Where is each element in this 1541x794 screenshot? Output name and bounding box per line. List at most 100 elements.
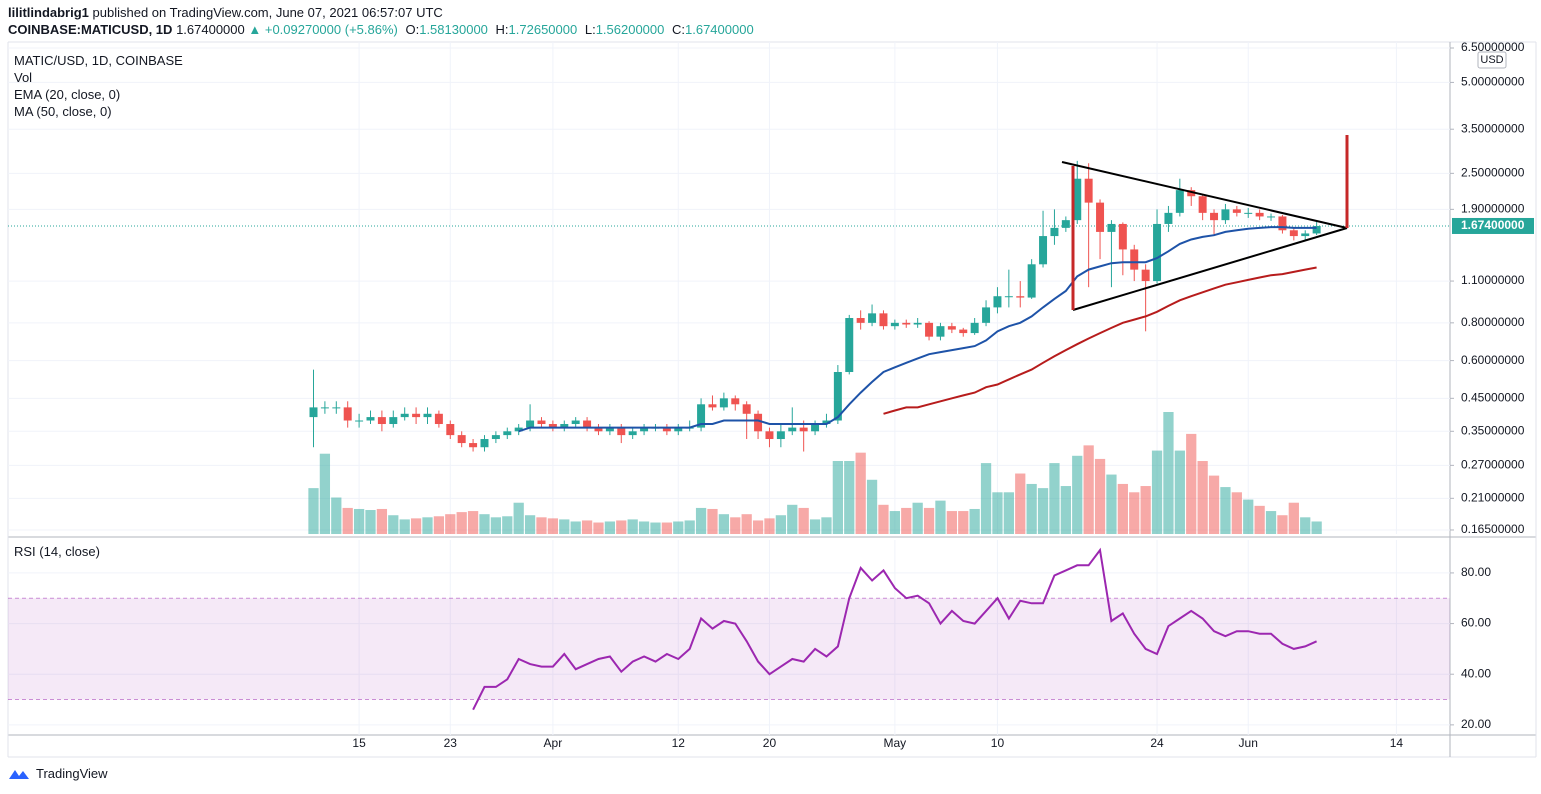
- candle-body: [1255, 212, 1264, 217]
- c-value: 1.67400000: [685, 22, 754, 37]
- volume-bar: [616, 520, 627, 534]
- candle-body: [400, 413, 409, 418]
- volume-bar: [524, 515, 536, 534]
- x-tick-label: 12: [672, 736, 686, 750]
- candle-body: [457, 435, 466, 444]
- volume-bar: [376, 508, 388, 534]
- volume-bar: [388, 515, 399, 534]
- symbol: COINBASE:MATICUSD, 1D: [8, 22, 173, 37]
- x-tick-label: Apr: [544, 736, 563, 750]
- volume-bar: [1129, 492, 1140, 534]
- volume-bar: [798, 507, 809, 534]
- candle-body: [822, 420, 831, 425]
- volume-bar: [832, 461, 843, 534]
- candle-body: [1221, 209, 1230, 221]
- volume-bar: [331, 497, 342, 534]
- currency-label: USD: [1480, 54, 1503, 66]
- volume-bar: [752, 520, 764, 534]
- volume-bar: [650, 522, 661, 534]
- candle-body: [480, 439, 489, 448]
- y-tick-label: 0.35000000: [1461, 423, 1525, 437]
- ma-legend: MA (50, close, 0): [14, 104, 112, 119]
- y-tick-label: 0.16500000: [1461, 522, 1525, 536]
- x-tick-label: May: [884, 736, 907, 750]
- x-tick-label: Jun: [1239, 736, 1258, 750]
- volume-bar: [638, 521, 650, 534]
- x-tick-label: 23: [444, 736, 458, 750]
- volume-bar: [695, 507, 707, 534]
- candle-body: [594, 427, 603, 432]
- x-tick-label: 15: [352, 736, 366, 750]
- candle-body: [1016, 296, 1025, 298]
- o-value: 1.58130000: [419, 22, 488, 37]
- volume-bar: [1288, 502, 1299, 534]
- candle-body: [982, 307, 991, 323]
- candle-body: [890, 322, 899, 327]
- y-tick-label: 0.21000000: [1461, 490, 1525, 504]
- volume-bar: [467, 511, 479, 534]
- volume-bar: [422, 517, 433, 534]
- volume-bar: [741, 514, 752, 534]
- candle-body: [868, 313, 877, 323]
- candle-body: [343, 407, 352, 421]
- volume-bar: [1015, 473, 1026, 534]
- candle-body: [776, 431, 785, 440]
- candle-body: [320, 407, 329, 409]
- candle-body: [628, 431, 637, 436]
- candle-body: [491, 435, 500, 440]
- volume-bar: [1106, 474, 1117, 534]
- candle-body: [856, 318, 865, 323]
- candle-body: [651, 427, 660, 429]
- candle-body: [902, 322, 911, 325]
- candle-body: [1198, 196, 1207, 213]
- candle-body: [1027, 264, 1036, 298]
- candle-body: [355, 420, 364, 422]
- volume-bar: [1300, 517, 1311, 534]
- volume-bar: [1231, 492, 1242, 534]
- l-value: 1.56200000: [595, 22, 665, 37]
- candle-body: [1130, 249, 1139, 270]
- candle-body: [1312, 225, 1321, 234]
- candle-body: [1289, 230, 1298, 237]
- candle-body: [685, 427, 694, 429]
- candle-body: [469, 443, 478, 448]
- candle-body: [332, 407, 341, 409]
- volume-bar: [1003, 492, 1014, 534]
- x-tick-label: 20: [763, 736, 777, 750]
- candle-body: [548, 424, 557, 428]
- volume-bar: [1117, 483, 1128, 534]
- volume-bar: [1174, 450, 1185, 534]
- candle-body: [1175, 190, 1184, 213]
- candle-body: [662, 427, 671, 432]
- volume-bar: [319, 453, 331, 534]
- candle-body: [754, 413, 763, 432]
- candle-body: [674, 427, 683, 432]
- h-label: H:: [495, 22, 509, 37]
- volume-bar: [353, 508, 365, 534]
- candle-body: [1096, 202, 1105, 232]
- change: ▲ +0.09270000 (+5.86%): [248, 22, 398, 37]
- candle-body: [765, 431, 774, 440]
- volume-bar: [1277, 515, 1288, 534]
- volume-bar: [1026, 483, 1037, 534]
- y-tick-label: 0.60000000: [1461, 353, 1525, 367]
- volume-bar: [410, 518, 422, 534]
- y-tick-label: 1.10000000: [1461, 273, 1525, 287]
- candle-body: [1267, 216, 1276, 218]
- volume-bar: [365, 510, 376, 534]
- publish-line: lilitlindabrig1 published on TradingView…: [8, 4, 754, 21]
- volume-bar: [547, 518, 559, 534]
- volume-bar: [593, 522, 604, 534]
- candle-body: [1107, 223, 1116, 232]
- indicator-line: [883, 266, 1317, 415]
- volume-bar: [399, 519, 410, 534]
- y-tick-label: 60.00: [1461, 616, 1491, 630]
- candle-body: [811, 424, 820, 432]
- candle-body: [879, 313, 888, 327]
- o-label: O:: [405, 22, 420, 37]
- quote-line: COINBASE:MATICUSD, 1D 1.67400000 ▲ +0.09…: [8, 21, 754, 38]
- y-tick-label: 6.50000000: [1461, 40, 1525, 54]
- candle-body: [446, 424, 455, 436]
- x-tick-label: 10: [991, 736, 1005, 750]
